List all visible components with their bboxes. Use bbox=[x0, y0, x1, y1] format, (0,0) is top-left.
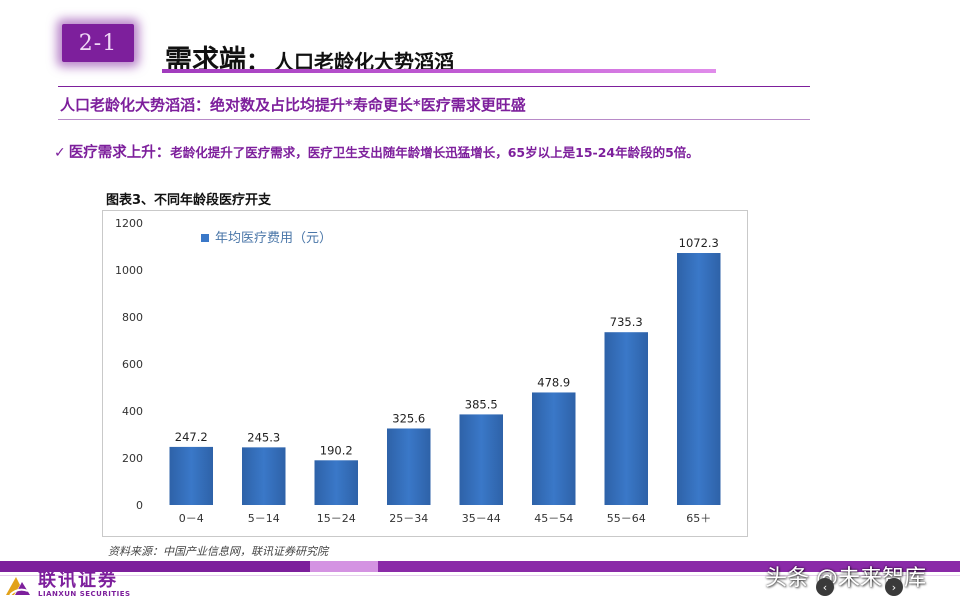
legend-swatch bbox=[201, 234, 209, 242]
chevron-left-icon[interactable]: ‹ bbox=[816, 578, 834, 596]
prev-glyph: ‹ bbox=[822, 580, 828, 594]
bar bbox=[242, 447, 286, 505]
data-label: 385.5 bbox=[465, 397, 498, 411]
divider-bottom bbox=[58, 119, 810, 120]
x-tick-label: 15－24 bbox=[317, 512, 356, 525]
y-tick-label: 1000 bbox=[115, 264, 143, 277]
footer-bar bbox=[0, 561, 960, 572]
y-tick-label: 1200 bbox=[115, 217, 143, 230]
footer-bar-segment bbox=[310, 561, 378, 572]
subheading: 人口老龄化大势滔滔：绝对数及占比均提升*寿命更长*医疗需求更旺盛 bbox=[60, 96, 526, 114]
data-label: 478.9 bbox=[537, 375, 570, 389]
data-label: 1072.3 bbox=[679, 236, 719, 250]
bar bbox=[604, 332, 648, 505]
bar bbox=[677, 253, 721, 505]
data-label: 245.3 bbox=[247, 430, 280, 444]
company-logo: 联讯证券 LIANXUN SECURITIES bbox=[4, 572, 131, 599]
bar bbox=[459, 414, 503, 505]
legend-label: 年均医疗费用（元） bbox=[215, 231, 332, 246]
footer-line bbox=[0, 575, 960, 576]
x-tick-label: 55－64 bbox=[607, 512, 646, 525]
logo-mark-icon bbox=[6, 576, 30, 596]
bar bbox=[314, 460, 358, 505]
y-tick-label: 200 bbox=[122, 452, 143, 465]
x-tick-label: 5－14 bbox=[248, 512, 280, 525]
footer-bar-segment bbox=[0, 561, 310, 572]
bullet-label: 医疗需求上升： bbox=[68, 145, 171, 161]
x-tick-label: 25－34 bbox=[389, 512, 428, 525]
check-icon: ✓ bbox=[54, 145, 66, 161]
chevron-right-icon[interactable]: › bbox=[885, 578, 903, 596]
x-tick-label: 0－4 bbox=[179, 512, 204, 525]
bar bbox=[532, 392, 576, 505]
bar bbox=[169, 446, 213, 505]
data-label: 325.6 bbox=[392, 411, 425, 425]
logo-text-cn: 联讯证券 bbox=[38, 570, 118, 591]
y-tick-label: 800 bbox=[122, 311, 143, 324]
figure-caption: 图表3、不同年龄段医疗开支 bbox=[106, 193, 272, 208]
data-label: 735.3 bbox=[610, 315, 643, 329]
data-label: 247.2 bbox=[175, 430, 208, 444]
source-note: 资料来源：中国产业信息网，联讯证券研究院 bbox=[108, 545, 328, 558]
y-tick-label: 600 bbox=[122, 358, 143, 371]
divider-top bbox=[58, 86, 810, 87]
data-label: 190.2 bbox=[320, 443, 353, 457]
bar-chart: 0 200 400 600 800 1000 1200 247.2 0－4 245.3 5－14 19… bbox=[115, 217, 721, 525]
y-tick-label: 400 bbox=[122, 405, 143, 418]
x-tick-label: 45－54 bbox=[534, 512, 573, 525]
footer-bar-segment bbox=[378, 561, 960, 572]
section-number-badge: 2-1 bbox=[62, 24, 134, 62]
y-tick-label: 0 bbox=[136, 499, 143, 512]
bullet-text: 老龄化提升了医疗需求，医疗卫生支出随年龄增长迅猛增长，65岁以上是15-24年龄… bbox=[170, 145, 699, 160]
x-tick-label: 35－44 bbox=[462, 512, 501, 525]
logo-text-en: LIANXUN SECURITIES bbox=[38, 590, 131, 598]
x-tick-label: 65＋ bbox=[686, 512, 711, 525]
title-underline bbox=[162, 69, 716, 73]
next-glyph: › bbox=[891, 580, 897, 594]
section-number: 2-1 bbox=[78, 30, 118, 56]
bar bbox=[387, 428, 431, 505]
bullet-point: ✓ 医疗需求上升：老龄化提升了医疗需求，医疗卫生支出随年龄增长迅猛增长，65岁以上… bbox=[54, 141, 699, 162]
chart-frame: 0 200 400 600 800 1000 1200 247.2 0－4 245.3 5－14 19… bbox=[102, 210, 748, 537]
